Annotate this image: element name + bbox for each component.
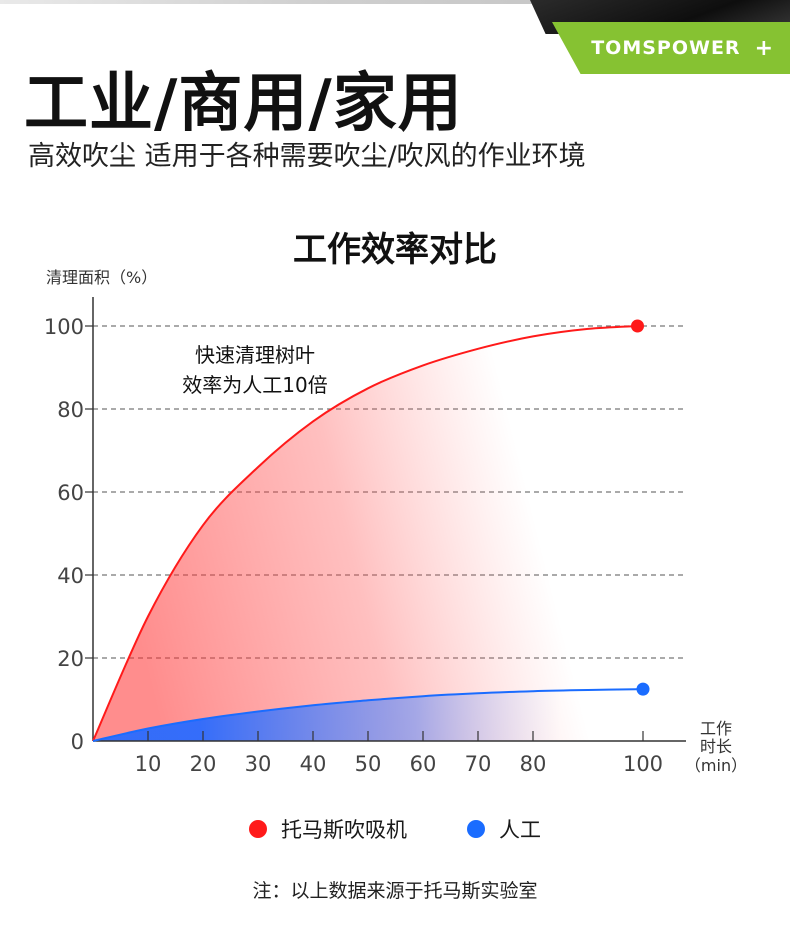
x-axis-label-line2: 时长 (700, 737, 732, 756)
legend-item-machine: 托马斯吹吸机 (249, 814, 407, 844)
area-fill-machine (93, 326, 638, 741)
legend-item-manual: 人工 (467, 814, 541, 844)
x-axis-label-line1: 工作 (700, 719, 732, 738)
axis-layer (85, 297, 686, 742)
chart-title: 工作效率对比 (293, 230, 497, 270)
chart-legend: 托马斯吹吸机 人工 (0, 814, 790, 844)
y-tick-label-80: 80 (57, 398, 84, 422)
headline: 工业/商用/家用 (24, 67, 463, 141)
x-tick-label-80: 80 (520, 752, 547, 776)
top-photo-strip (0, 0, 790, 4)
legend-label-manual: 人工 (499, 818, 541, 842)
y-tick-label-20: 20 (57, 647, 84, 671)
line-layer (92, 319, 650, 742)
area-layer (93, 326, 643, 741)
footnote: 注：以上数据来源于托马斯实验室 (252, 880, 538, 902)
endpoint-marker-machine (631, 319, 644, 333)
x-tick-label-50: 50 (355, 752, 382, 776)
x-tick-label-70: 70 (465, 752, 492, 776)
x-axis-label-line3: （min） (685, 756, 747, 775)
area-fill-manual (93, 689, 643, 741)
red-dot-icon (249, 820, 267, 838)
series-line-machine (92, 325, 638, 742)
label-layer: 0 20 40 60 80 100 10 20 30 40 50 60 70 80 100 清理面积（%） 工作… (44, 268, 747, 776)
x-tick-label-40: 40 (300, 752, 327, 776)
x-tick-label-100: 100 (623, 752, 663, 776)
y-tick-label-0: 0 (71, 730, 84, 754)
endpoint-marker-manual (636, 682, 650, 696)
x-tick-label-60: 60 (410, 752, 437, 776)
y-axis-label: 清理面积（%） (46, 268, 157, 287)
series-line-manual (92, 688, 644, 742)
blue-dot-icon (467, 820, 485, 838)
plus-icon: + (754, 35, 774, 61)
y-tick-label-100: 100 (44, 315, 84, 339)
y-tick-label-60: 60 (57, 481, 84, 505)
y-tick-label-40: 40 (57, 564, 84, 588)
x-tick-label-20: 20 (190, 752, 217, 776)
x-tick-label-10: 10 (135, 752, 162, 776)
brand-tag: TOMSPOWER + (552, 22, 790, 74)
legend-label-machine: 托马斯吹吸机 (281, 818, 407, 842)
x-tick-label-30: 30 (245, 752, 272, 776)
annotation-line1: 快速清理树叶 (195, 343, 315, 367)
subheadline: 高效吹尘 适用于各种需要吹尘/吹风的作业环境 (28, 141, 586, 172)
annotation-line2: 效率为人工10倍 (182, 373, 327, 397)
brand-name: TOMSPOWER (591, 37, 741, 59)
